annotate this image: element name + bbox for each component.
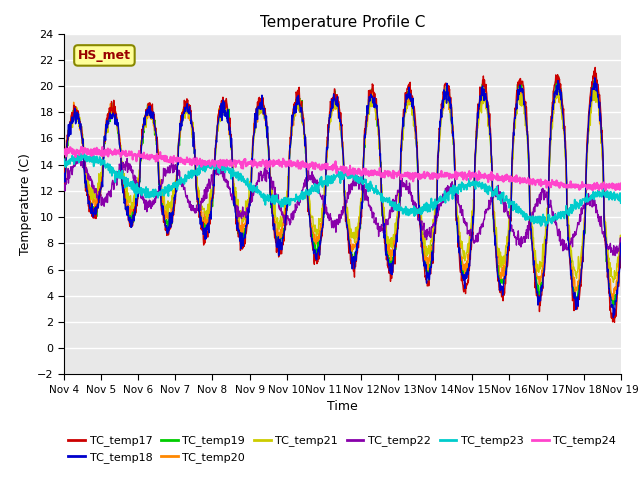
X-axis label: Time: Time [327, 400, 358, 413]
Legend: TC_temp17, TC_temp18, TC_temp19, TC_temp20, TC_temp21, TC_temp22, TC_temp23, TC_: TC_temp17, TC_temp18, TC_temp19, TC_temp… [64, 431, 621, 468]
Title: Temperature Profile C: Temperature Profile C [260, 15, 425, 30]
Text: HS_met: HS_met [78, 49, 131, 62]
Y-axis label: Temperature (C): Temperature (C) [19, 153, 31, 255]
